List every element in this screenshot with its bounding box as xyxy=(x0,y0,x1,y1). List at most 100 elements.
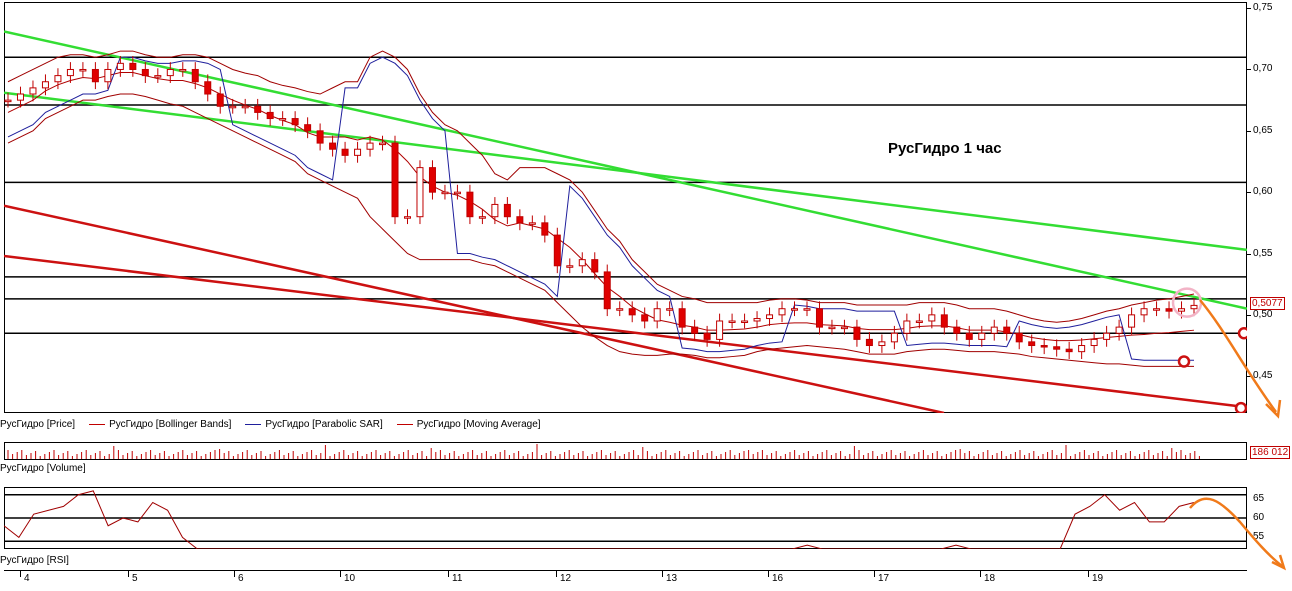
candle-body xyxy=(1040,345,1048,348)
candle-body xyxy=(978,332,986,340)
time-axis-tick xyxy=(556,571,557,577)
volume-pane[interactable] xyxy=(4,442,1247,460)
candle-body xyxy=(366,142,374,150)
candle-body xyxy=(965,332,973,340)
time-axis: 4 5 6 10 11 12 13 16 17 18 19 xyxy=(4,570,1247,591)
candle-body xyxy=(578,259,586,267)
time-axis-label: 6 xyxy=(238,573,244,584)
candle-body xyxy=(1053,346,1061,350)
candle-body xyxy=(166,68,174,77)
chart-title: РусГидро 1 час xyxy=(888,140,1002,157)
volume-title: РусГидро [Volume] xyxy=(0,463,86,474)
rsi-chart-svg xyxy=(4,490,1247,549)
bollinger-lower-band xyxy=(7,93,1194,367)
bollinger-upper-band xyxy=(7,50,1195,323)
forecast-arrow-rsi xyxy=(1189,497,1283,567)
candle-body xyxy=(828,326,836,330)
candle-body xyxy=(91,68,99,83)
candle-body xyxy=(603,271,611,310)
candle-body xyxy=(516,216,524,224)
candle-body xyxy=(1115,326,1123,334)
candle-body xyxy=(291,118,299,126)
candle-body xyxy=(716,320,724,340)
candle-body xyxy=(229,105,237,109)
price-axis-tick xyxy=(1247,253,1251,255)
candle-body xyxy=(503,203,511,218)
candle-body xyxy=(428,167,436,193)
candle-body xyxy=(1003,326,1011,334)
marker-circle xyxy=(1234,401,1247,413)
candle-body xyxy=(766,314,774,320)
candle-body xyxy=(940,314,948,328)
parabolic-sar-line xyxy=(7,56,1194,361)
candle-body xyxy=(553,234,561,267)
price-axis-tick xyxy=(1247,376,1251,378)
candle-body xyxy=(241,105,249,109)
time-axis-label: 12 xyxy=(560,573,572,584)
time-axis-tick xyxy=(340,571,341,577)
time-axis-label: 18 xyxy=(984,573,996,584)
candle-body xyxy=(653,308,661,322)
price-axis-tick-label: 0,50 xyxy=(1253,308,1273,320)
candle-body xyxy=(141,68,149,77)
green-trendline-lower xyxy=(4,91,1247,252)
candle-body xyxy=(628,308,636,316)
candle-body xyxy=(104,68,112,83)
candle-body xyxy=(179,68,187,72)
candle-body xyxy=(1015,332,1023,343)
candle-body xyxy=(678,308,686,328)
candle-body xyxy=(815,308,823,328)
price-pane[interactable] xyxy=(4,2,1247,413)
time-axis-label: 4 xyxy=(24,573,30,584)
price-axis-tick-label: 0,75 xyxy=(1253,2,1273,14)
candle-body xyxy=(728,320,736,323)
time-axis-tick xyxy=(20,571,21,577)
marker-circle xyxy=(1237,327,1247,340)
legend-sar: РусГидро [Parabolic SAR] xyxy=(245,419,383,430)
time-axis-label: 5 xyxy=(132,573,138,584)
candle-body xyxy=(491,203,499,218)
time-axis-tick xyxy=(980,571,981,577)
candle-body xyxy=(379,142,387,146)
candle-body xyxy=(1165,308,1173,312)
candle-body xyxy=(1140,308,1148,316)
candle-body xyxy=(803,308,811,311)
legend-ma-label: РусГидро [Moving Average] xyxy=(416,419,541,430)
candle-body xyxy=(666,308,674,311)
candle-body xyxy=(791,308,799,311)
rsi-axis-tick-label: 65 xyxy=(1253,492,1265,504)
time-axis-label: 10 xyxy=(344,573,356,584)
price-axis-tick xyxy=(1247,192,1251,194)
legend-sar-label: РусГидро [Parabolic SAR] xyxy=(265,419,383,430)
candle-body xyxy=(1153,308,1161,311)
candle-body xyxy=(54,75,62,83)
candle-body xyxy=(79,68,87,72)
candle-body xyxy=(691,326,699,334)
price-axis-tick xyxy=(1247,69,1251,71)
candle-body xyxy=(16,93,24,101)
price-axis-tick-label: 0,55 xyxy=(1253,247,1273,259)
legend-price: РусГидро [Price] xyxy=(0,419,75,430)
time-axis-tick xyxy=(768,571,769,577)
candle-body xyxy=(453,191,461,195)
candle-body xyxy=(4,99,12,103)
price-axis-tick xyxy=(1247,8,1251,10)
price-axis-tick-label: 0,60 xyxy=(1253,186,1273,198)
candle-body xyxy=(703,332,711,340)
candle-body xyxy=(566,265,574,268)
volume-tag: 186 012 xyxy=(1250,446,1291,459)
candle-body xyxy=(840,326,848,330)
candle-body xyxy=(928,314,936,322)
candle-body xyxy=(29,87,37,95)
price-axis-tick xyxy=(1247,130,1251,132)
candle-body xyxy=(466,191,474,218)
time-axis-tick xyxy=(448,571,449,577)
price-chart-svg xyxy=(4,30,1247,413)
candle-body xyxy=(1028,341,1036,347)
candle-body xyxy=(890,332,898,343)
candle-body xyxy=(915,320,923,323)
candle-body xyxy=(741,320,749,323)
candle-body xyxy=(478,216,486,219)
candle-body xyxy=(116,62,124,70)
